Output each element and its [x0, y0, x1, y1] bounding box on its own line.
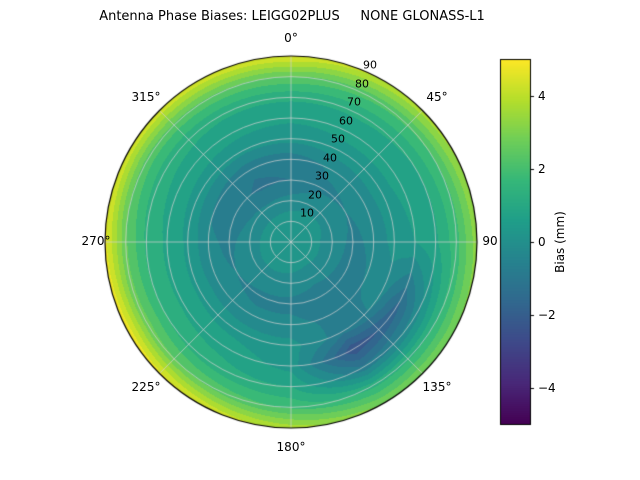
r-tick-label-40: 40 [323, 151, 337, 165]
colorbar-tick-label-2: 2 [538, 162, 546, 176]
r-tick-label-80: 80 [355, 77, 369, 91]
r-tick-label-60: 60 [339, 114, 353, 128]
r-tick-label-20: 20 [308, 188, 322, 202]
theta-tick-label-45: 45° [426, 90, 448, 104]
theta-tick-label-90: 90 [482, 234, 498, 248]
theta-tick-label-270: 270° [81, 234, 111, 248]
theta-tick-label-180: 180° [276, 440, 306, 454]
colorbar-axis-label: Bias (mm) [553, 211, 567, 273]
r-tick-label-30: 30 [315, 169, 329, 183]
r-tick-label-90: 90 [363, 58, 377, 72]
theta-tick-label-315: 315° [131, 90, 161, 104]
theta-tick-label-0: 0° [284, 31, 298, 45]
colorbar-tick-label-0: 0 [538, 235, 546, 249]
colorbar-tick-label-m2: −2 [538, 308, 556, 322]
r-tick-label-70: 70 [347, 95, 361, 109]
r-tick-label-50: 50 [331, 132, 345, 146]
colorbar-tick-label-4: 4 [538, 89, 546, 103]
r-tick-label-10: 10 [300, 206, 314, 220]
theta-tick-label-225: 225° [131, 380, 161, 394]
chart-title: Antenna Phase Biases: LEIGG02PLUS NONE G… [99, 9, 485, 24]
colorbar-tick-label-m4: −4 [538, 381, 556, 395]
theta-tick-label-135: 135° [422, 380, 452, 394]
